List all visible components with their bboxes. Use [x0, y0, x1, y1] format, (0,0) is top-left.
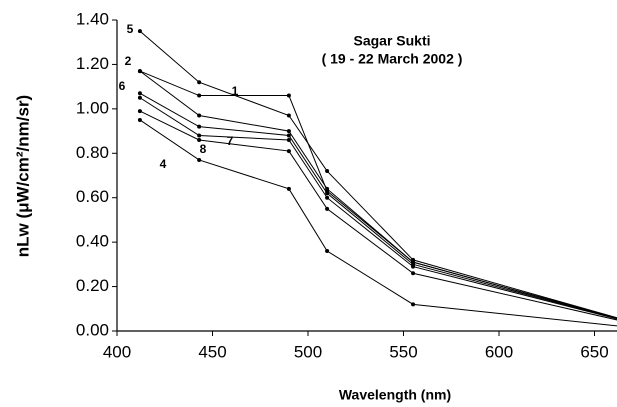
series-line	[139, 70, 617, 319]
point	[197, 113, 202, 118]
point	[411, 271, 416, 276]
y-tick-label: 0.80	[76, 143, 109, 162]
series-label: 2	[125, 54, 132, 68]
series-label: 6	[119, 79, 126, 93]
y-tick-label: 1.20	[76, 54, 109, 73]
point	[137, 117, 142, 122]
point	[325, 191, 330, 196]
point	[325, 206, 330, 211]
series-line	[139, 30, 617, 319]
point	[286, 186, 291, 191]
point	[197, 93, 202, 98]
y-tick-label: 1.40	[76, 9, 109, 28]
point	[286, 129, 291, 134]
point	[286, 133, 291, 138]
x-tick-label: 650	[580, 342, 608, 361]
x-tick-label: 400	[103, 342, 131, 361]
point	[411, 302, 416, 307]
x-tick-label: 500	[294, 342, 322, 361]
point	[325, 186, 330, 191]
point	[411, 264, 416, 269]
point	[137, 69, 142, 74]
x-axis-label: Wavelength (nm)	[339, 387, 451, 403]
series-label: 4	[160, 157, 167, 171]
y-tick-label: 0.40	[76, 232, 109, 251]
chart-title: Sagar Sukti	[353, 33, 430, 49]
point	[197, 137, 202, 142]
series-line	[139, 92, 617, 320]
series-line	[139, 97, 617, 320]
point	[286, 149, 291, 154]
y-axis-label: nLw (μW/cm²/nm/sr)	[13, 95, 32, 257]
series-label: 8	[200, 142, 207, 156]
series-line	[139, 70, 617, 319]
point	[137, 91, 142, 96]
y-tick-label: 1.00	[76, 98, 109, 117]
point	[325, 249, 330, 254]
point	[137, 29, 142, 34]
point	[286, 113, 291, 118]
x-tick-label: 550	[389, 342, 417, 361]
point	[137, 109, 142, 114]
series-label: 5	[127, 22, 134, 36]
point	[197, 133, 202, 138]
y-tick-label: 0.20	[76, 276, 109, 295]
point	[325, 169, 330, 174]
point	[286, 93, 291, 98]
point	[137, 95, 142, 100]
x-tick-label: 450	[198, 342, 226, 361]
point	[197, 124, 202, 129]
series-label: 7	[227, 134, 234, 148]
point	[197, 157, 202, 162]
chart-subtitle: ( 19 - 22 March 2002 )	[322, 51, 463, 67]
y-tick-label: 0.00	[76, 320, 109, 339]
x-tick-label: 600	[485, 342, 513, 361]
point	[286, 137, 291, 142]
series-label: 1	[232, 84, 239, 98]
point	[325, 195, 330, 200]
point	[197, 80, 202, 85]
y-tick-label: 0.60	[76, 187, 109, 206]
